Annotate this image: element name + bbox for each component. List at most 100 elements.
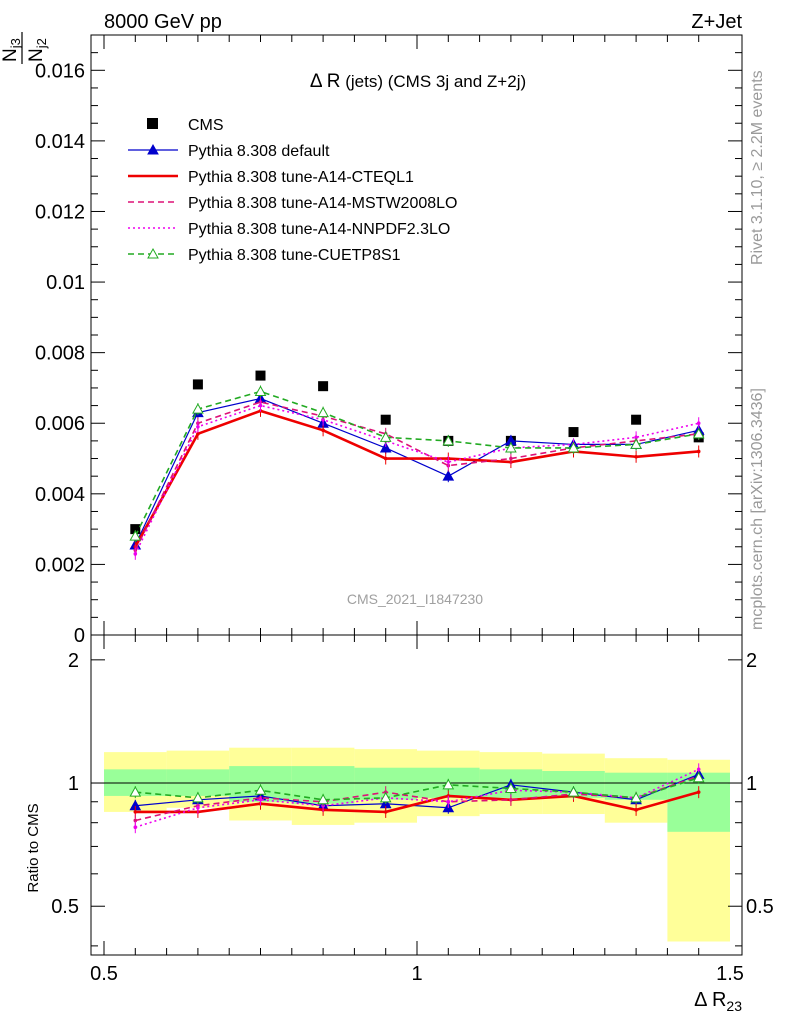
marker-open-triangle xyxy=(442,434,455,446)
marker-dot xyxy=(258,403,263,408)
y-tick-label: 0.016 xyxy=(35,60,85,82)
ratio-plot-area: 0.5 1 1.5 0.5 0.5 1 1 2 2 xyxy=(51,634,774,985)
marker-dot xyxy=(133,552,138,556)
ratio-y-tick-label-left: 1 xyxy=(68,773,79,795)
marker-dot xyxy=(258,797,263,802)
marker-open-triangle xyxy=(129,786,142,797)
side-label-bottom: mcplots.cern.ch [arXiv:1306.3436] xyxy=(749,388,766,630)
title-rest: (jets) (CMS 3j and Z+2j) xyxy=(341,72,527,91)
marker-dot xyxy=(696,790,701,794)
legend: CMS Pythia 8.308 default Pythia 8.308 tune… xyxy=(128,117,457,264)
header-left: 8000 GeV pp xyxy=(104,11,222,33)
series-line-2 xyxy=(135,775,699,822)
marker-dot xyxy=(509,456,513,461)
series-line-4 xyxy=(134,404,699,555)
marker-open-triangle xyxy=(630,438,642,449)
ratio-y-tick-label-right: 0.5 xyxy=(746,896,774,918)
marker-dot xyxy=(446,799,451,804)
marker-open-triangle xyxy=(630,791,642,803)
y-tick-label: 0.014 xyxy=(35,131,85,153)
ylabel-denominator: Nj2 xyxy=(26,38,49,62)
marker-open-triangle xyxy=(567,786,580,797)
marker-open-triangle xyxy=(129,530,142,541)
title-symbol: Δ R xyxy=(310,71,341,92)
marker-dot xyxy=(133,825,138,829)
y-tick-label: 0.002 xyxy=(35,554,85,576)
y-tick-label: 0.006 xyxy=(35,413,85,435)
ratio-ylabel: Ratio to CMS xyxy=(25,803,42,892)
marker-dot xyxy=(634,435,638,440)
marker-dot xyxy=(196,432,200,436)
data-point-cms xyxy=(380,414,391,425)
marker-triangle xyxy=(379,441,392,453)
series-line-1 xyxy=(134,397,699,546)
x-tick-label: 1 xyxy=(411,963,422,985)
ylabel-den: N xyxy=(26,48,47,62)
legend-label-1: Pythia 8.308 default xyxy=(188,143,330,160)
marker-dot xyxy=(446,460,451,464)
side-label-top: Rivet 3.1.10, ≥ 2.2M events xyxy=(749,70,766,265)
marker-open-triangle xyxy=(379,791,392,803)
marker-dot xyxy=(696,421,701,426)
marker-open-triangle xyxy=(379,431,392,442)
marker-open-triangle xyxy=(505,441,517,453)
data-point-cms xyxy=(255,370,266,381)
marker-dot xyxy=(196,424,200,429)
xlabel-symbol: Δ R xyxy=(694,989,726,1011)
y-tick-label: 0 xyxy=(74,625,85,647)
main-ylabel: Nj3 Nj2 xyxy=(0,32,49,64)
marker-dot xyxy=(696,767,701,772)
marker-open-triangle xyxy=(692,427,705,439)
y-tick-label: 0.01 xyxy=(46,272,85,294)
marker-dot xyxy=(133,810,138,814)
legend-marker-open-triangle xyxy=(147,247,159,259)
ratio-y-tick-label-right: 2 xyxy=(746,650,757,672)
header-right: Z+Jet xyxy=(691,11,742,33)
data-point-cms xyxy=(130,524,141,535)
marker-dot xyxy=(696,449,701,454)
marker-dot xyxy=(634,808,638,812)
y-tick-label: 0.004 xyxy=(35,484,85,506)
data-point-cms xyxy=(192,379,203,390)
ylabel-num-sub: j3 xyxy=(8,38,23,49)
marker-open-triangle xyxy=(317,406,329,418)
legend-marker-triangle xyxy=(147,143,159,155)
data-point-cms xyxy=(631,414,642,425)
marker-dot xyxy=(133,818,138,823)
ratio-y-tick-label-left: 0.5 xyxy=(51,896,79,918)
legend-label-3: Pythia 8.308 tune-A14-MSTW2008LO xyxy=(188,195,457,212)
marker-open-triangle xyxy=(442,778,455,790)
main-plot-area: 0 0.002 0.004 0.006 0.008 0.01 0.012 0.014 0.016 xyxy=(35,34,743,647)
legend-label-2: Pythia 8.308 tune-A14-CTEQL1 xyxy=(188,169,414,186)
y-tick-label: 0.012 xyxy=(35,201,85,223)
marker-open-triangle xyxy=(254,385,267,396)
marker-open-triangle xyxy=(692,771,705,783)
data-point-cms xyxy=(568,427,579,438)
marker-open-triangle xyxy=(192,403,204,414)
marker-open-triangle xyxy=(254,784,267,795)
marker-dot xyxy=(196,805,200,810)
marker-triangle xyxy=(442,470,455,481)
ylabel-num: N xyxy=(0,48,21,62)
legend-label-4: Pythia 8.308 tune-A14-NNPDF2.3LO xyxy=(188,221,450,238)
series-line-5 xyxy=(134,390,699,537)
marker-open-triangle xyxy=(567,441,580,453)
marker-open-triangle xyxy=(317,793,329,805)
legend-label-5: Pythia 8.308 tune-CUETP8S1 xyxy=(188,247,401,264)
marker-dot xyxy=(509,797,513,802)
x-tick-label: 0.5 xyxy=(90,963,118,985)
series-line-3 xyxy=(134,401,699,551)
ratio-y-tick-label-left: 2 xyxy=(68,650,79,672)
legend-label-0: CMS xyxy=(188,117,224,134)
marker-dot xyxy=(383,810,388,814)
main-title: Δ R (jets) (CMS 3j and Z+2j) xyxy=(310,71,526,92)
legend-marker-cms xyxy=(147,118,158,129)
marker-open-triangle xyxy=(192,791,204,803)
marker-dot xyxy=(321,428,325,433)
xlabel: Δ R23 xyxy=(694,989,742,1014)
series-line-2 xyxy=(134,409,699,548)
series-line-4 xyxy=(135,777,699,801)
y-tick-label: 0.008 xyxy=(35,343,85,365)
marker-dot xyxy=(321,417,325,422)
